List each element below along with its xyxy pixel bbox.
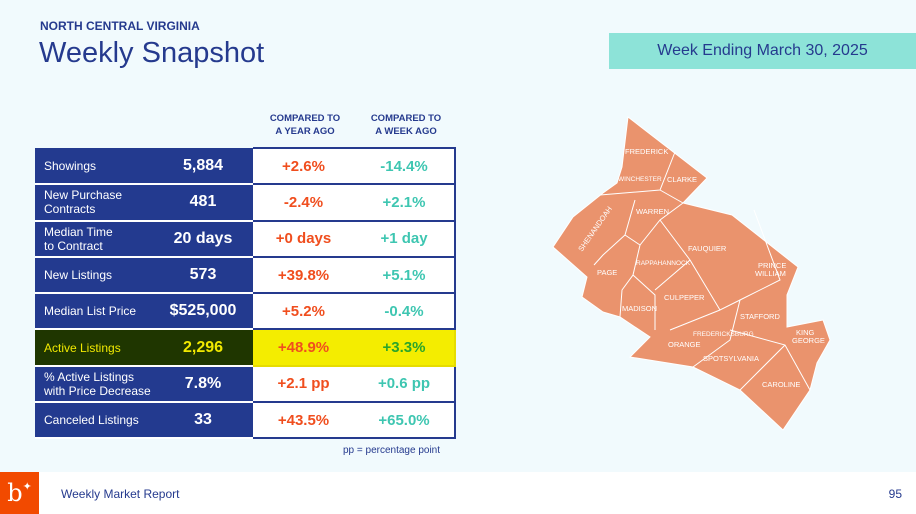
year-change: -2.4% xyxy=(253,183,354,222)
metric-value: 20 days xyxy=(153,220,253,258)
week-change: -14.4% xyxy=(354,146,456,186)
week-change: +0.6 pp xyxy=(354,364,456,404)
year-change: +39.8% xyxy=(253,255,354,295)
table-row: Median List Price $525,000 +5.2% -0.4% xyxy=(35,292,456,331)
metric-value: 7.8% xyxy=(153,365,253,404)
table-row: New Purchase Contracts 481 -2.4% +2.1% xyxy=(35,183,456,222)
table-row: New Listings 573 +39.8% +5.1% xyxy=(35,255,456,295)
column-header-week: COMPARED TO A WEEK AGO xyxy=(370,113,442,137)
county-borders xyxy=(593,151,811,391)
week-change: +2.1% xyxy=(354,183,456,222)
footnote: pp = percentage point xyxy=(343,445,441,456)
county-label: MADISON xyxy=(622,304,657,313)
county-label: WINCHESTER xyxy=(618,176,662,183)
region-outline xyxy=(552,116,831,431)
week-change: +3.3% xyxy=(354,328,456,367)
metric-value: 2,296 xyxy=(153,329,253,367)
county-label: STAFFORD xyxy=(740,312,780,321)
footer: b ✦ Weekly Market Report 95 xyxy=(0,472,916,514)
county-label: CLARKE xyxy=(667,175,697,184)
metric-label: Median List Price xyxy=(35,293,153,331)
metric-value: $525,000 xyxy=(153,293,253,331)
county-label: FREDERICKSBURG xyxy=(693,331,754,338)
page-title: Weekly Snapshot xyxy=(39,37,265,69)
brand-logo: b ✦ xyxy=(0,472,39,514)
year-change: +48.9% xyxy=(253,328,354,367)
table-row: Showings 5,884 +2.6% -14.4% xyxy=(35,146,456,186)
county-label: CULPEPER xyxy=(664,293,705,302)
county-label: WARREN xyxy=(636,207,669,216)
metric-label: Canceled Listings xyxy=(35,402,153,440)
county-label: WILLIAM xyxy=(755,269,786,278)
metric-label: New Listings xyxy=(35,256,153,295)
week-change: +1 day xyxy=(354,219,456,258)
year-change: +0 days xyxy=(253,219,354,258)
county-label: PRINCE xyxy=(758,261,786,270)
metric-label: Median Time to Contract xyxy=(35,220,153,258)
metric-label: Active Listings xyxy=(35,329,153,367)
county-label: SPOTSYLVANIA xyxy=(703,354,759,363)
metric-label: New Purchase Contracts xyxy=(35,184,153,222)
metric-value: 5,884 xyxy=(153,148,253,186)
year-change: +5.2% xyxy=(253,292,354,331)
column-header-year: COMPARED TO A YEAR AGO xyxy=(269,113,341,137)
snapshot-table: Showings 5,884 +2.6% -14.4% New Purchase Cont… xyxy=(35,146,456,440)
county-label: PAGE xyxy=(597,268,617,277)
county-label: GEORGE xyxy=(792,336,825,345)
metric-label: Showings xyxy=(35,148,153,186)
region-label: NORTH CENTRAL VIRGINIA xyxy=(40,19,200,33)
week-ending-banner: Week Ending March 30, 2025 xyxy=(609,33,916,69)
week-change: +65.0% xyxy=(354,401,456,440)
week-change: +5.1% xyxy=(354,255,456,295)
metric-value: 573 xyxy=(153,256,253,295)
county-label: KING xyxy=(796,328,815,337)
metric-value: 33 xyxy=(153,402,253,440)
year-change: +2.1 pp xyxy=(253,364,354,404)
table-row: Median Time to Contract 20 days +0 days +1 d… xyxy=(35,219,456,258)
table-row: Canceled Listings 33 +43.5% +65.0% xyxy=(35,401,456,440)
county-label: FREDERICK xyxy=(625,147,668,156)
page-number: 95 xyxy=(888,487,902,501)
year-change: +2.6% xyxy=(253,146,354,186)
metric-label: % Active Listings with Price Decrease xyxy=(35,365,153,404)
table-row: Active Listings 2,296 +48.9% +3.3% xyxy=(35,328,456,367)
county-label: RAPPAHANNOCK xyxy=(636,260,691,267)
week-change: -0.4% xyxy=(354,292,456,331)
report-name: Weekly Market Report xyxy=(61,487,180,501)
metric-value: 481 xyxy=(153,184,253,222)
table-row: % Active Listings with Price Decrease 7.8%… xyxy=(35,364,456,404)
county-label: CAROLINE xyxy=(762,380,800,389)
county-label: FAUQUIER xyxy=(688,244,727,253)
county-label: ORANGE xyxy=(668,340,701,349)
year-change: +43.5% xyxy=(253,401,354,440)
